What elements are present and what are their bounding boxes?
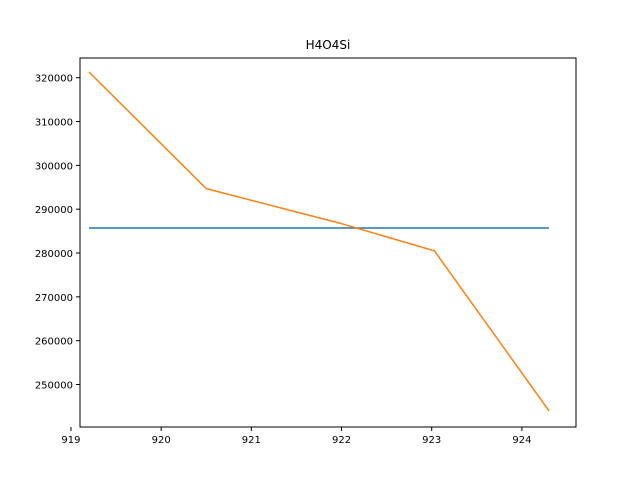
y-tick-label: 310000 bbox=[35, 118, 73, 129]
y-tick-label: 280000 bbox=[35, 249, 73, 260]
axes-layer: 919 920 921 922 923 924 250000 260000 270000 2800… bbox=[35, 74, 532, 446]
plot-frame bbox=[79, 57, 577, 428]
y-tick-label: 300000 bbox=[35, 161, 73, 172]
x-tick-label: 920 bbox=[152, 435, 171, 446]
x-tick-label: 924 bbox=[512, 435, 531, 446]
y-tick-label: 260000 bbox=[35, 337, 73, 348]
y-tick-label: 320000 bbox=[35, 74, 73, 85]
chart-title: H4O4Si bbox=[306, 38, 351, 52]
y-tick-label: 250000 bbox=[35, 380, 73, 391]
series-line-2 bbox=[88, 71, 550, 412]
x-tick-label: 921 bbox=[242, 435, 261, 446]
x-tick-label: 919 bbox=[61, 435, 80, 446]
y-tick-label: 290000 bbox=[35, 205, 73, 216]
y-tick-label: 270000 bbox=[35, 293, 73, 304]
x-tick-label: 923 bbox=[422, 435, 441, 446]
x-tick-label: 922 bbox=[332, 435, 351, 446]
series-layer bbox=[88, 71, 550, 412]
